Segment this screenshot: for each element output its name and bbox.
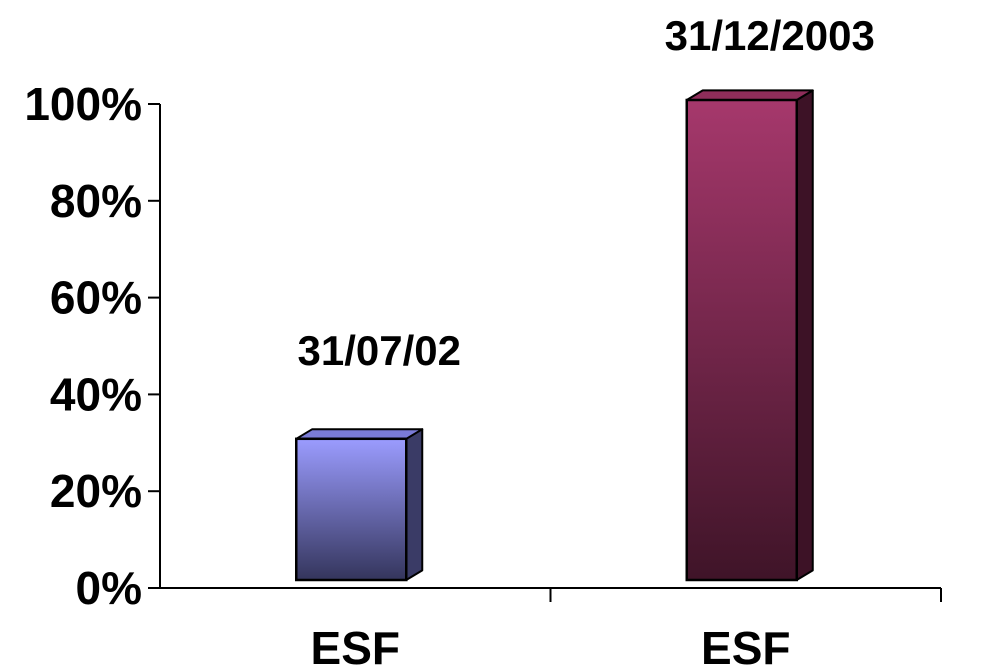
y-tick-label: 0% — [76, 562, 142, 614]
x-category-label: ESF — [311, 622, 400, 669]
y-tick-label: 60% — [50, 272, 142, 324]
bar — [295, 428, 424, 582]
bar-front-face — [295, 437, 408, 582]
bar-front-face — [685, 98, 798, 582]
bar-top-face — [685, 89, 814, 101]
bar-side-face — [795, 89, 814, 581]
axes — [148, 103, 942, 602]
bars — [295, 89, 814, 582]
bar-top-face — [295, 428, 424, 440]
bar-side-face — [405, 428, 424, 581]
labels: 0% 20% 40% 60% 80% 100% 31/07/02 ESF 31/12/2003 E… — [24, 12, 875, 669]
y-tick-label: 20% — [50, 465, 142, 517]
y-tick-label: 80% — [50, 175, 142, 227]
y-tick-label: 40% — [50, 368, 142, 420]
x-category-label: ESF — [701, 622, 790, 669]
bar-data-label: 31/07/02 — [298, 327, 462, 374]
bar-data-label: 31/12/2003 — [665, 12, 875, 59]
bar — [685, 89, 814, 582]
y-tick-label: 100% — [24, 78, 142, 130]
